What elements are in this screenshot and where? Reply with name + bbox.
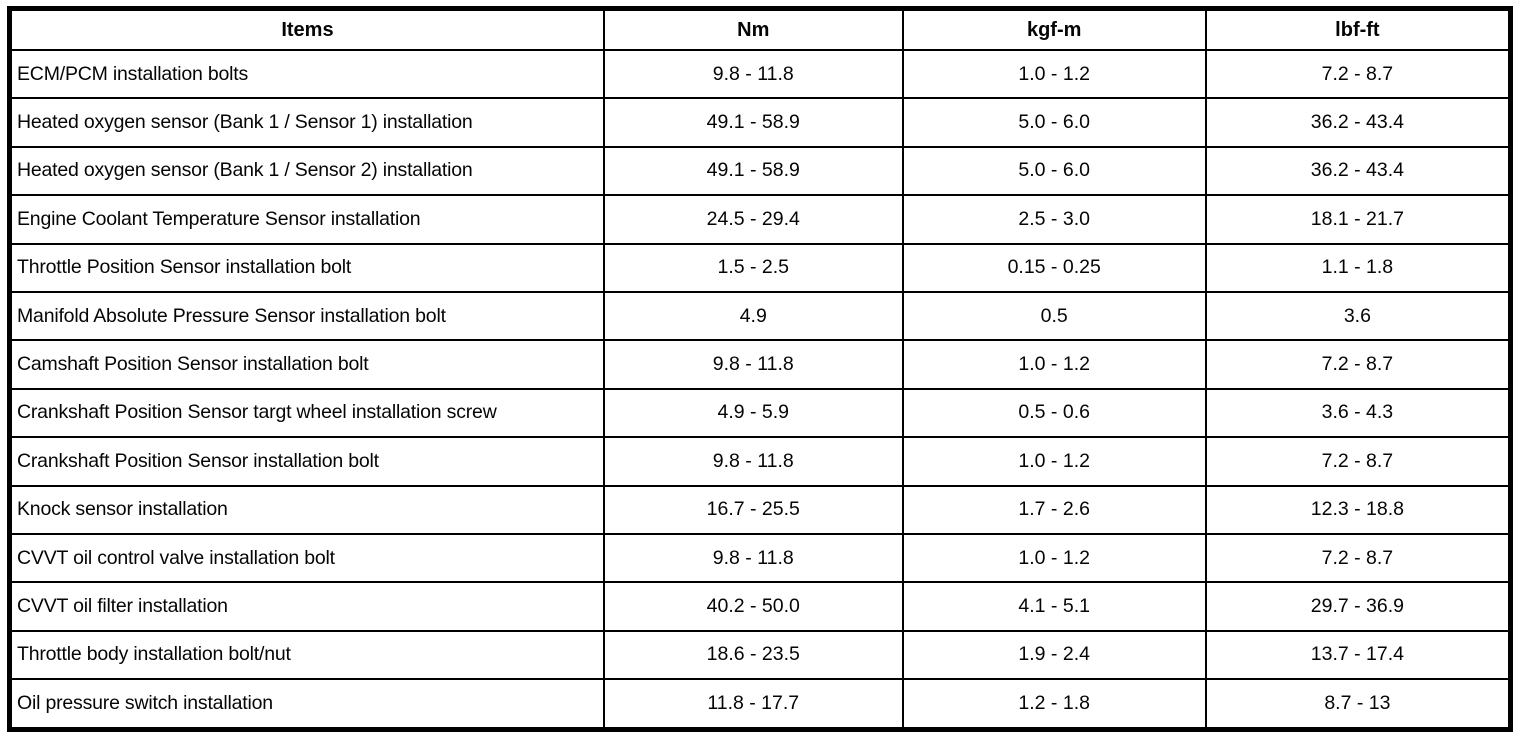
kgfm-value-cell: 0.5 — [901, 290, 1207, 342]
lbfft-value-cell: 13.7 - 17.4 — [1204, 629, 1512, 681]
kgfm-value-cell: 5.0 - 6.0 — [901, 145, 1207, 197]
item-cell: Engine Coolant Temperature Sensor instal… — [8, 194, 605, 245]
kgfm-value-cell: 1.0 - 1.2 — [901, 48, 1207, 100]
nm-value-cell: 49.1 - 58.9 — [602, 97, 904, 148]
item-cell: Heated oxygen sensor (Bank 1 / Sensor 1)… — [8, 97, 605, 148]
column-header-nm: Nm — [602, 7, 904, 51]
lbfft-value-cell: 3.6 — [1204, 290, 1512, 342]
lbfft-value-cell: 36.2 - 43.4 — [1204, 97, 1512, 148]
lbfft-value-cell: 7.2 - 8.7 — [1204, 532, 1512, 584]
table-row: CVVT oil control valve installation bolt… — [8, 532, 1512, 584]
kgfm-value-cell: 1.0 - 1.2 — [901, 339, 1207, 390]
item-cell: Manifold Absolute Pressure Sensor instal… — [8, 290, 605, 342]
item-cell: ECM/PCM installation bolts — [8, 48, 605, 100]
nm-value-cell: 9.8 - 11.8 — [602, 532, 904, 584]
nm-value-cell: 4.9 - 5.9 — [602, 387, 904, 439]
table-row: Throttle Position Sensor installation bo… — [8, 242, 1512, 293]
table-body: ECM/PCM installation bolts 9.8 - 11.8 1.0 … — [8, 48, 1512, 731]
table-row: Knock sensor installation 16.7 - 25.5 1.7 … — [8, 484, 1512, 535]
item-cell: Heated oxygen sensor (Bank 1 / Sensor 2)… — [8, 145, 605, 197]
lbfft-value-cell: 7.2 - 8.7 — [1204, 436, 1512, 487]
column-header-kgfm: kgf-m — [901, 7, 1207, 51]
item-cell: Knock sensor installation — [8, 484, 605, 535]
table-row: Crankshaft Position Sensor installation … — [8, 436, 1512, 487]
lbfft-value-cell: 29.7 - 36.9 — [1204, 581, 1512, 632]
torque-spec-table: Items Nm kgf-m lbf-ft ECM/PCM installati… — [7, 6, 1513, 732]
item-cell: Throttle Position Sensor installation bo… — [8, 242, 605, 293]
table-row: Camshaft Position Sensor installation bo… — [8, 339, 1512, 390]
table-row: Heated oxygen sensor (Bank 1 / Sensor 1)… — [8, 97, 1512, 148]
lbfft-value-cell: 18.1 - 21.7 — [1204, 194, 1512, 245]
nm-value-cell: 9.8 - 11.8 — [602, 48, 904, 100]
lbfft-value-cell: 7.2 - 8.7 — [1204, 339, 1512, 390]
nm-value-cell: 4.9 — [602, 290, 904, 342]
nm-value-cell: 49.1 - 58.9 — [602, 145, 904, 197]
table-row: Heated oxygen sensor (Bank 1 / Sensor 2)… — [8, 145, 1512, 197]
lbfft-value-cell: 36.2 - 43.4 — [1204, 145, 1512, 197]
item-cell: CVVT oil control valve installation bolt — [8, 532, 605, 584]
nm-value-cell: 1.5 - 2.5 — [602, 242, 904, 293]
table-row: Crankshaft Position Sensor targt wheel i… — [8, 387, 1512, 439]
item-cell: Camshaft Position Sensor installation bo… — [8, 339, 605, 390]
table-row: Engine Coolant Temperature Sensor instal… — [8, 194, 1512, 245]
lbfft-value-cell: 8.7 - 13 — [1204, 678, 1512, 731]
kgfm-value-cell: 1.7 - 2.6 — [901, 484, 1207, 535]
lbfft-value-cell: 7.2 - 8.7 — [1204, 48, 1512, 100]
item-cell: CVVT oil filter installation — [8, 581, 605, 632]
kgfm-value-cell: 5.0 - 6.0 — [901, 97, 1207, 148]
kgfm-value-cell: 1.0 - 1.2 — [901, 436, 1207, 487]
table-row: ECM/PCM installation bolts 9.8 - 11.8 1.0 … — [8, 48, 1512, 100]
nm-value-cell: 16.7 - 25.5 — [602, 484, 904, 535]
kgfm-value-cell: 0.15 - 0.25 — [901, 242, 1207, 293]
kgfm-value-cell: 2.5 - 3.0 — [901, 194, 1207, 245]
item-cell: Crankshaft Position Sensor installation … — [8, 436, 605, 487]
table-header-row: Items Nm kgf-m lbf-ft — [8, 7, 1512, 51]
nm-value-cell: 9.8 - 11.8 — [602, 339, 904, 390]
table-row: Throttle body installation bolt/nut 18.6 … — [8, 629, 1512, 681]
table-row: CVVT oil filter installation 40.2 - 50.0 4… — [8, 581, 1512, 632]
kgfm-value-cell: 4.1 - 5.1 — [901, 581, 1207, 632]
nm-value-cell: 24.5 - 29.4 — [602, 194, 904, 245]
kgfm-value-cell: 1.9 - 2.4 — [901, 629, 1207, 681]
lbfft-value-cell: 12.3 - 18.8 — [1204, 484, 1512, 535]
item-cell: Throttle body installation bolt/nut — [8, 629, 605, 681]
lbfft-value-cell: 3.6 - 4.3 — [1204, 387, 1512, 439]
table-row: Manifold Absolute Pressure Sensor instal… — [8, 290, 1512, 342]
column-header-items: Items — [8, 7, 605, 51]
kgfm-value-cell: 1.0 - 1.2 — [901, 532, 1207, 584]
nm-value-cell: 18.6 - 23.5 — [602, 629, 904, 681]
table-row: Oil pressure switch installation 11.8 - 1… — [8, 678, 1512, 731]
kgfm-value-cell: 0.5 - 0.6 — [901, 387, 1207, 439]
kgfm-value-cell: 1.2 - 1.8 — [901, 678, 1207, 731]
lbfft-value-cell: 1.1 - 1.8 — [1204, 242, 1512, 293]
item-cell: Oil pressure switch installation — [8, 678, 605, 731]
nm-value-cell: 11.8 - 17.7 — [602, 678, 904, 731]
nm-value-cell: 9.8 - 11.8 — [602, 436, 904, 487]
nm-value-cell: 40.2 - 50.0 — [602, 581, 904, 632]
item-cell: Crankshaft Position Sensor targt wheel i… — [8, 387, 605, 439]
column-header-lbfft: lbf-ft — [1204, 7, 1512, 51]
